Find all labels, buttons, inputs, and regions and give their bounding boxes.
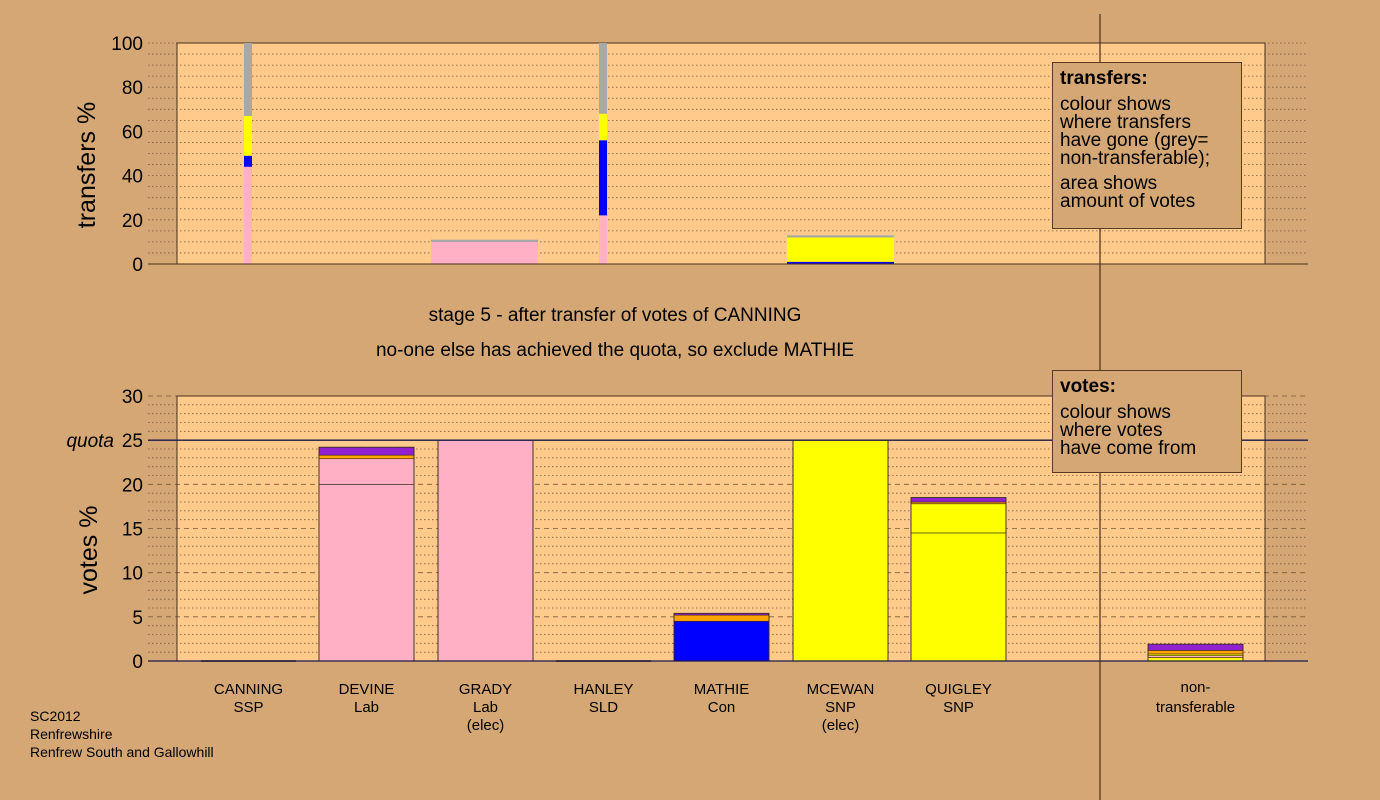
vote-segment	[437, 439, 534, 662]
footer: SC2012 Renfrewshire Renfrew South and Ga…	[30, 707, 214, 761]
transfers-legend-line: where transfers	[1060, 112, 1191, 133]
candidate-name-label: MATHIE	[694, 681, 750, 698]
footer-election: SC2012	[30, 708, 81, 724]
vote-segment	[1147, 650, 1244, 655]
votes-legend-line: colour shows	[1060, 402, 1171, 423]
candidate-name-label: GRADY	[459, 681, 512, 698]
transfer-segment	[787, 235, 894, 238]
votes-legend-line: have come from	[1060, 438, 1197, 459]
transfers-legend-title: transfers:	[1060, 68, 1148, 89]
transfers-ytick-label: 20	[122, 211, 143, 232]
candidate-party-label: Lab	[473, 699, 498, 716]
vote-segment	[792, 439, 889, 662]
transfer-segment	[599, 113, 607, 141]
transfers-legend-line: non-transferable);	[1060, 148, 1210, 169]
transfers-legend: transfers: colour shows where transfers …	[1052, 62, 1242, 229]
footer-ward: Renfrew South and Gallowhill	[30, 744, 214, 760]
candidate-party-label: SLD	[589, 699, 618, 716]
votes-legend-line: where votes	[1060, 420, 1163, 441]
votes-ytick-label: 30	[122, 387, 143, 408]
votes-ytick-label: 10	[122, 564, 143, 585]
candidate-name-label: CANNING	[214, 681, 283, 698]
transfer-segment	[244, 43, 252, 116]
vote-segment	[318, 458, 415, 485]
votes-ytick-label: 5	[132, 608, 143, 629]
transfer-segment	[431, 241, 538, 264]
transfers-legend-line: have gone (grey=	[1060, 130, 1209, 151]
candidate-party-label: SSP	[233, 699, 263, 716]
vote-segment	[910, 532, 1007, 662]
vote-segment	[910, 497, 1007, 503]
transfer-segment	[599, 215, 607, 264]
transfer-segment	[787, 237, 894, 262]
transfers-ytick-label: 40	[122, 167, 143, 188]
transfer-segment	[787, 261, 894, 264]
candidate-party-label: Con	[708, 699, 736, 716]
transfers-ytick-label: 100	[111, 34, 143, 55]
transfer-segment	[244, 115, 252, 156]
votes-legend-title: votes:	[1060, 376, 1116, 397]
nontransferable-label: non-	[1180, 679, 1210, 696]
vote-segment	[673, 620, 770, 662]
transfers-ytick-label: 80	[122, 78, 143, 99]
transfer-segment	[599, 140, 607, 216]
votes-legend: votes: colour shows where votes have com…	[1052, 370, 1242, 473]
votes-ytick-label: 20	[122, 475, 143, 496]
transfer-segment	[431, 239, 538, 242]
transfer-segment	[244, 166, 252, 264]
votes-ytick-label: 15	[122, 520, 143, 541]
candidate-name-label: DEVINE	[339, 681, 395, 698]
candidate-name-label: MCEWAN	[807, 681, 875, 698]
candidate-party-label: SNP	[825, 699, 856, 716]
votes-ytick-label: 25	[122, 431, 143, 452]
vote-segment	[318, 454, 415, 460]
candidate-elected-label: (elec)	[467, 717, 505, 734]
stage-title: stage 5 - after transfer of votes of CAN…	[428, 305, 802, 326]
quota-label: quota	[66, 431, 114, 452]
transfer-segment	[599, 43, 607, 114]
transfer-segment	[244, 155, 252, 167]
vote-segment	[910, 503, 1007, 534]
transfers-legend-line: colour shows	[1060, 94, 1171, 115]
candidate-name-label: QUIGLEY	[925, 681, 992, 698]
transfers-ytick-label: 60	[122, 122, 143, 143]
nontransferable-label: transferable	[1156, 699, 1235, 716]
candidate-party-label: SNP	[943, 699, 974, 716]
vote-segment	[1147, 643, 1244, 651]
vote-segment	[673, 614, 770, 622]
candidate-name-label: HANLEY	[573, 681, 633, 698]
votes-ylabel: votes %	[75, 506, 103, 595]
transfers-ytick-label: 0	[132, 255, 143, 276]
vote-segment	[318, 446, 415, 456]
votes-ytick-label: 0	[132, 652, 143, 673]
vote-segment	[318, 484, 415, 662]
transfers-legend-line: amount of votes	[1060, 191, 1196, 212]
transfers-ylabel: transfers %	[73, 102, 101, 228]
transfers-legend-line: area shows	[1060, 173, 1158, 194]
candidate-party-label: Lab	[354, 699, 379, 716]
candidate-elected-label: (elec)	[822, 717, 860, 734]
footer-council: Renfrewshire	[30, 726, 113, 742]
stage-subtitle: no-one else has achieved the quota, so e…	[375, 340, 855, 361]
